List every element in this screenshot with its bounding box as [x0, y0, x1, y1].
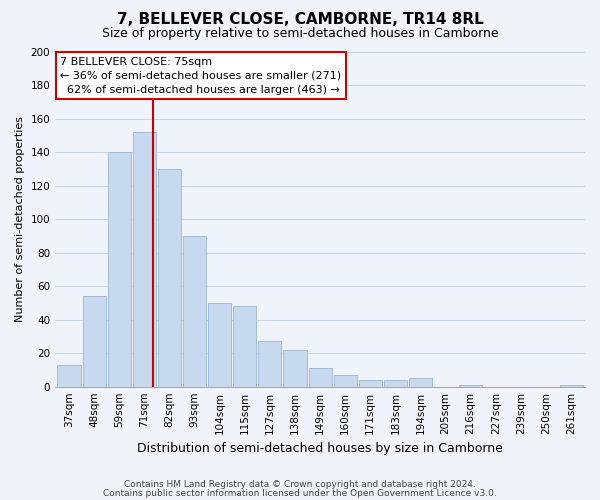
Text: Contains HM Land Registry data © Crown copyright and database right 2024.: Contains HM Land Registry data © Crown c…: [124, 480, 476, 489]
Bar: [133, 132, 156, 386]
Y-axis label: Number of semi-detached properties: Number of semi-detached properties: [15, 116, 25, 322]
Bar: [158, 169, 181, 386]
Text: Contains public sector information licensed under the Open Government Licence v3: Contains public sector information licen…: [103, 488, 497, 498]
Bar: [384, 380, 407, 386]
Bar: [58, 365, 80, 386]
Text: 7 BELLEVER CLOSE: 75sqm
← 36% of semi-detached houses are smaller (271)
  62% of: 7 BELLEVER CLOSE: 75sqm ← 36% of semi-de…: [61, 56, 341, 94]
X-axis label: Distribution of semi-detached houses by size in Camborne: Distribution of semi-detached houses by …: [137, 442, 503, 455]
Bar: [459, 385, 482, 386]
Bar: [308, 368, 332, 386]
Bar: [560, 385, 583, 386]
Bar: [283, 350, 307, 387]
Text: 7, BELLEVER CLOSE, CAMBORNE, TR14 8RL: 7, BELLEVER CLOSE, CAMBORNE, TR14 8RL: [116, 12, 484, 28]
Bar: [259, 342, 281, 386]
Bar: [409, 378, 432, 386]
Bar: [208, 303, 231, 386]
Bar: [83, 296, 106, 386]
Bar: [183, 236, 206, 386]
Text: Size of property relative to semi-detached houses in Camborne: Size of property relative to semi-detach…: [101, 28, 499, 40]
Bar: [233, 306, 256, 386]
Bar: [107, 152, 131, 386]
Bar: [359, 380, 382, 386]
Bar: [334, 375, 357, 386]
